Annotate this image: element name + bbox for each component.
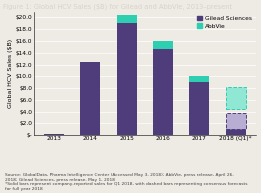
- Bar: [226, 125, 246, 129]
- Legend: Gilead Sciences, AbbVie: Gilead Sciences, AbbVie: [196, 14, 253, 30]
- Bar: [226, 113, 246, 129]
- Bar: [153, 41, 173, 49]
- Bar: [80, 62, 100, 135]
- Text: Figure 1: Global HCV Sales ($B) for Gilead and AbbVie, 2013–present: Figure 1: Global HCV Sales ($B) for Gile…: [3, 4, 232, 10]
- Bar: [189, 82, 209, 135]
- Bar: [189, 76, 209, 82]
- Bar: [153, 49, 173, 135]
- Bar: [117, 23, 137, 135]
- Bar: [44, 134, 64, 135]
- Bar: [226, 129, 246, 135]
- Bar: [117, 14, 137, 23]
- Text: Source: GlobalData, Pharma Intelligence Center (Accessed May 3, 2018); AbbVie, p: Source: GlobalData, Pharma Intelligence …: [5, 173, 248, 191]
- Bar: [226, 87, 246, 109]
- Y-axis label: Global HCV Sales ($B): Global HCV Sales ($B): [8, 39, 13, 108]
